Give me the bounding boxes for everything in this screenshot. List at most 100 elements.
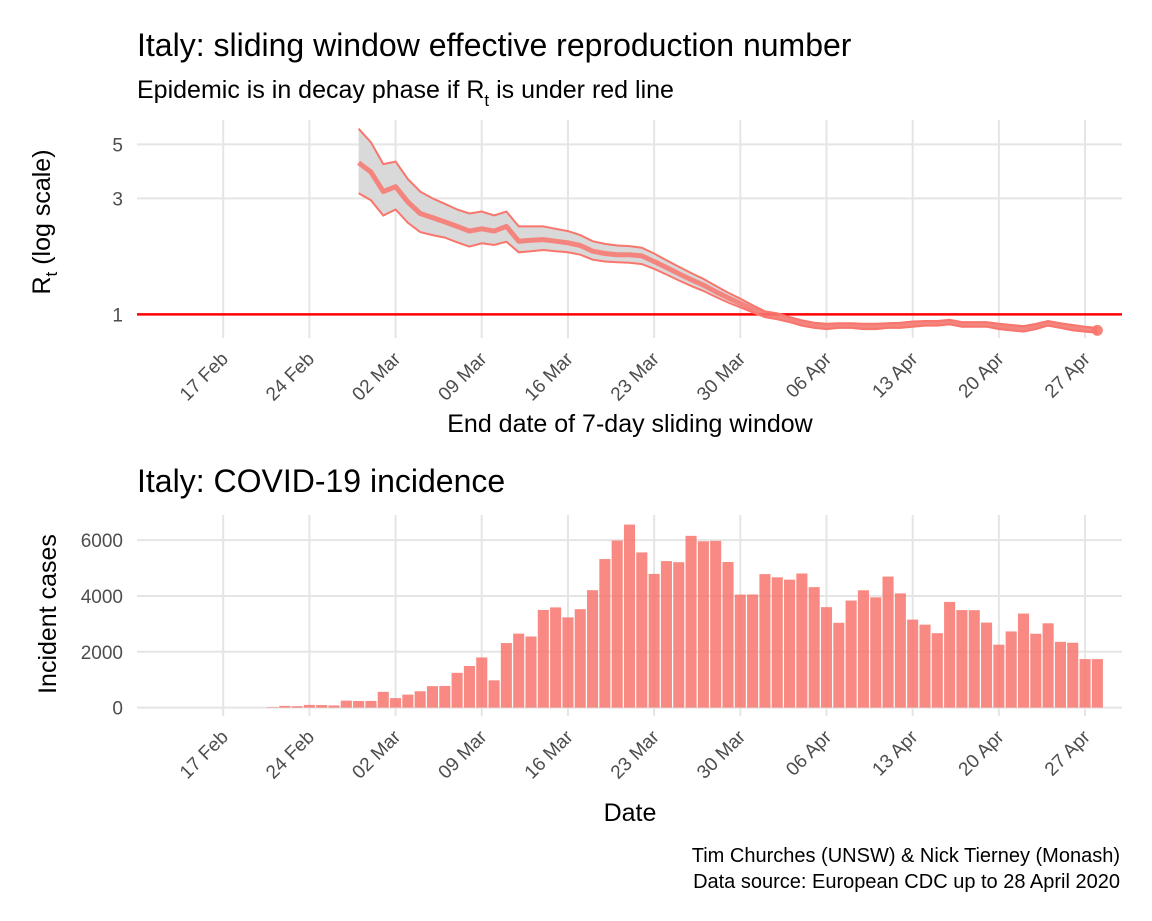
incidence-bar-2020-02-23	[291, 706, 303, 708]
incidence-bar-2020-04-01	[759, 574, 771, 708]
rt-confidence-ribbon	[358, 128, 1098, 333]
incidence-bar-2020-04-06	[820, 607, 833, 708]
incidence-bar-2020-04-18	[968, 610, 980, 708]
incidence-bar-2020-03-20	[611, 540, 623, 708]
incidence-bar-2020-02-28	[353, 700, 365, 708]
incidence-bar-2020-03-13	[525, 636, 537, 708]
incidence-x-tick-label-10: 27 Apr	[1041, 726, 1095, 780]
incidence-bar-2020-04-22	[1017, 613, 1030, 708]
incidence-bar-2020-03-18	[587, 590, 599, 708]
incidence-bar-2020-03-31	[747, 594, 759, 708]
incidence-bar-2020-04-19	[981, 622, 993, 708]
rt-y-tick-labels: 1 3 5	[112, 135, 123, 326]
incidence-bar-2020-04-24	[1042, 623, 1054, 708]
rt-x-tick-label-2: 02 Mar	[348, 348, 405, 405]
incidence-x-tick-label-0: 17 Feb	[176, 727, 233, 784]
incidence-bar-2020-02-21	[266, 707, 278, 708]
incidence-bar-2020-04-25	[1054, 641, 1066, 708]
rt-y-tick-label-0: 1	[112, 305, 123, 326]
incidence-bar-2020-02-22	[279, 705, 291, 708]
rt-ribbon-area	[358, 128, 1098, 333]
incidence-bar-2020-03-22	[636, 552, 648, 708]
incidence-bar-2020-04-13	[907, 619, 919, 708]
rt-last-point	[1091, 324, 1103, 336]
incidence-x-tick-label-5: 23 Mar	[607, 726, 664, 783]
incidence-bar-2020-04-23	[1030, 633, 1042, 708]
incidence-bar-2020-04-28	[1091, 659, 1103, 708]
incidence-bar-2020-03-07	[451, 672, 463, 708]
rt-x-tick-label-4: 16 Mar	[521, 348, 578, 405]
incidence-x-tick-label-6: 30 Mar	[693, 726, 750, 783]
incidence-x-tick-label-9: 20 Apr	[955, 726, 1009, 780]
rt-x-axis-title: End date of 7-day sliding window	[447, 410, 813, 438]
rt-chart-title: Italy: sliding window effective reproduc…	[137, 27, 852, 63]
incidence-x-tick-label-3: 09 Mar	[435, 726, 492, 783]
incidence-bar-2020-03-21	[623, 524, 636, 708]
incidence-bar-2020-03-12	[513, 633, 525, 708]
incidence-bar-2020-03-19	[599, 559, 611, 708]
incidence-bar-2020-03-15	[550, 607, 562, 708]
incidence-bar-2020-03-05	[426, 686, 439, 708]
rt-x-tick-label-0: 17 Feb	[176, 349, 233, 406]
rt-x-tick-label-7: 06 Apr	[782, 348, 836, 402]
incidence-bar-2020-03-10	[488, 680, 500, 708]
incidence-bar-2020-04-21	[1005, 631, 1017, 708]
incidence-bar-2020-03-16	[562, 617, 574, 708]
incidence-bar-2020-02-24	[303, 704, 315, 708]
incidence-x-tick-label-8: 13 Apr	[869, 726, 923, 780]
rt-y-tick-label-1: 3	[112, 189, 123, 210]
incidence-bar-2020-04-27	[1079, 659, 1091, 708]
incidence-bar-2020-03-24	[660, 561, 672, 708]
incidence-bar-2020-04-02	[771, 577, 783, 708]
rt-x-tick-label-6: 30 Mar	[693, 348, 750, 405]
caption-line-2: Data source: European CDC up to 28 April…	[693, 871, 1120, 893]
incidence-bar-2020-04-16	[944, 601, 956, 708]
rt-x-tick-label-5: 23 Mar	[607, 348, 664, 405]
rt-x-tick-label-8: 13 Apr	[869, 348, 923, 402]
incidence-bar-2020-03-27	[697, 541, 709, 708]
incidence-bar-2020-03-14	[537, 610, 549, 708]
rt-x-tick-label-1: 24 Feb	[262, 349, 319, 406]
incidence-bar-2020-02-25	[316, 705, 328, 708]
incidence-bar-2020-03-04	[414, 691, 426, 708]
incidence-bar-2020-03-01	[377, 691, 389, 708]
incidence-x-tick-labels: 17 Feb 24 Feb 02 Mar 09 Mar 16 Mar 23 Mar 30 M…	[176, 726, 1095, 783]
incidence-bar-2020-03-29	[722, 561, 734, 708]
incidence-bar-2020-04-17	[956, 610, 968, 708]
incidence-bar-2020-04-14	[919, 624, 931, 708]
incidence-y-tick-label-3: 6000	[81, 531, 123, 552]
rt-y-axis-title: Rt (log scale)	[28, 149, 61, 294]
incidence-bar-2020-03-06	[439, 685, 451, 708]
incidence-bar-2020-04-07	[833, 622, 845, 708]
incidence-bar-2020-04-12	[894, 593, 906, 708]
rt-x-tick-label-10: 27 Apr	[1041, 348, 1095, 402]
rt-mean-line	[357, 160, 1098, 333]
incidence-y-tick-labels: 0 2000 4000 6000	[81, 531, 123, 720]
incidence-bar-2020-04-20	[993, 644, 1005, 708]
incidence-bar-2020-04-15	[931, 633, 943, 708]
incidence-bar-2020-04-11	[882, 576, 894, 708]
incidence-bar-2020-03-08	[463, 665, 475, 708]
incidence-bar-2020-04-03	[784, 579, 796, 708]
incidence-bar-2020-02-29	[365, 700, 377, 708]
incidence-bar-2020-03-02	[390, 698, 402, 708]
incidence-x-axis-title: Date	[604, 799, 657, 827]
incidence-bar-2020-04-26	[1067, 642, 1079, 708]
incidence-bar-2020-03-30	[734, 594, 746, 708]
incidence-bar-2020-02-27	[340, 700, 352, 708]
incidence-y-tick-label-1: 2000	[81, 643, 123, 664]
incidence-y-tick-label-2: 4000	[81, 587, 123, 608]
incidence-bar-2020-03-09	[476, 657, 488, 708]
incidence-chart-title: Italy: COVID-19 incidence	[137, 463, 505, 499]
rt-line-layer	[357, 128, 1103, 336]
incidence-bar-2020-02-26	[328, 705, 340, 708]
incidence-bar-2020-04-09	[857, 590, 869, 708]
incidence-bar-2020-04-05	[808, 587, 820, 708]
rt-chart: Italy: sliding window effective reproduc…	[28, 27, 1122, 438]
caption-line-1: Tim Churches (UNSW) & Nick Tierney (Mona…	[692, 845, 1120, 867]
incidence-bar-2020-04-04	[796, 573, 808, 708]
incidence-bar-2020-04-08	[845, 600, 857, 708]
rt-x-tick-label-3: 09 Mar	[435, 348, 492, 405]
rt-y-tick-label-2: 5	[112, 135, 123, 156]
